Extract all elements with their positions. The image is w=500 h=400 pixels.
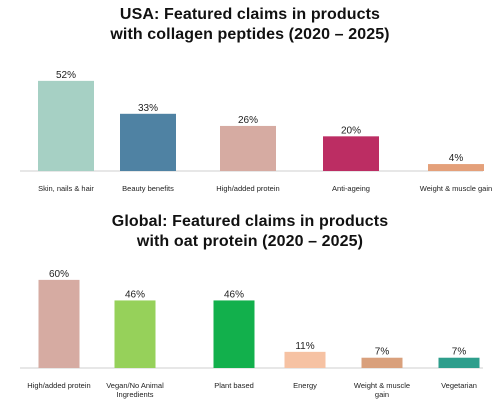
category-tick-label: Anti-ageing — [332, 184, 370, 193]
chart-title-line: with oat protein (2020 – 2025) — [136, 233, 364, 250]
bar-value-label: 11% — [295, 341, 314, 352]
chart-title-line: Global: Featured claims in products — [111, 213, 389, 230]
bar — [38, 279, 80, 368]
category-tick-label: Vegan/No Animal Ingredients — [106, 381, 164, 399]
bar-value-label: 46% — [224, 289, 244, 300]
chart-title-oat: Global: Featured claims in products with… — [0, 212, 500, 252]
bar — [220, 125, 276, 171]
bar — [323, 136, 379, 171]
bar-value-label: 52% — [56, 70, 76, 81]
category-tick-label: Energy — [293, 381, 317, 390]
bar — [38, 80, 94, 171]
category-tick-label: High/added protein — [216, 184, 279, 193]
category-tick-label: High/added protein — [27, 381, 90, 390]
bar-chart-oat: 60% High/added protein 46% Vegan/No Animal I… — [20, 269, 483, 399]
bar-value-label: 20% — [341, 125, 361, 136]
bar — [361, 357, 403, 368]
bar — [114, 300, 156, 368]
bar-value-label: 46% — [125, 289, 145, 300]
category-tick-label: Vegetarian — [441, 381, 477, 390]
chart-panel-collagen: USA: Featured claims in products with co… — [0, 5, 500, 193]
bar-value-label: 7% — [452, 347, 467, 358]
bar — [428, 164, 484, 171]
chart-title-collagen: USA: Featured claims in products with co… — [0, 5, 500, 45]
bar-chart-collagen: 52% Skin, nails & hair 33% Beauty benefits 2… — [20, 70, 492, 193]
bar — [120, 113, 176, 171]
bar-value-label: 4% — [449, 153, 464, 164]
category-tick-label: Beauty benefits — [122, 184, 174, 193]
bar — [438, 357, 480, 368]
category-tick-label: Weight & muscle gain — [420, 184, 492, 193]
category-tick-label: Skin, nails & hair — [38, 184, 94, 193]
category-tick-label: Weight & muscle gain — [354, 381, 410, 399]
chart-title-line: with collagen peptides (2020 – 2025) — [110, 26, 390, 43]
bar-value-label: 60% — [49, 269, 69, 280]
bar — [213, 300, 255, 368]
category-tick-label: Plant based — [214, 381, 254, 390]
bar-value-label: 26% — [238, 115, 258, 126]
bar — [284, 351, 326, 368]
bar-value-label: 33% — [138, 103, 158, 114]
chart-panel-oat: Global: Featured claims in products with… — [0, 200, 500, 400]
bar-value-label: 7% — [375, 347, 390, 358]
chart-title-line: USA: Featured claims in products — [119, 6, 381, 23]
